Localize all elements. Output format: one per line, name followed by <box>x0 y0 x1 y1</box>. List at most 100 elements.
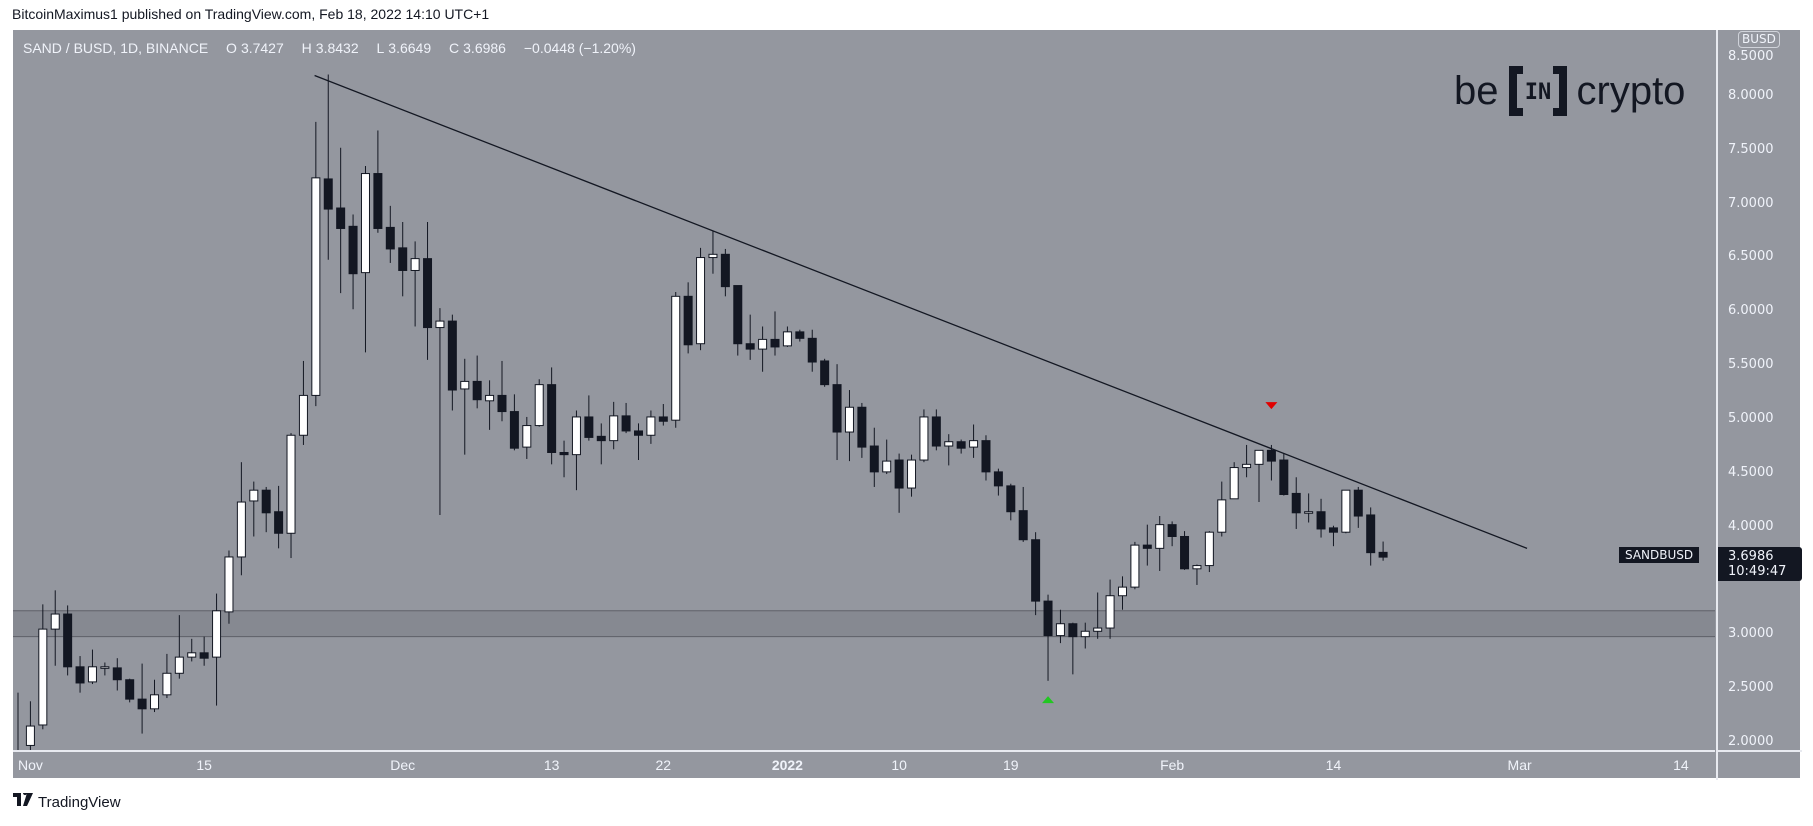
candle-up <box>1254 449 1264 465</box>
candle-down <box>857 406 867 448</box>
price-tick-label: 6.5000 <box>1728 249 1774 265</box>
price-tick-label: 6.0000 <box>1728 303 1774 319</box>
candle-down <box>261 489 271 514</box>
candle-down <box>509 411 519 449</box>
candle-down <box>621 415 631 432</box>
candle-up <box>609 415 619 442</box>
candle-down <box>770 338 780 348</box>
candle-up <box>249 489 259 502</box>
candle-down <box>1328 527 1338 533</box>
symbol-title: SAND / BUSD, 1D, BINANCE <box>23 40 209 56</box>
high-value: 3.8432 <box>315 40 359 56</box>
candle-down <box>323 178 333 210</box>
candle-down <box>423 258 433 329</box>
candle-down <box>472 380 482 401</box>
candle-down <box>1366 514 1376 554</box>
candle-down <box>931 416 941 447</box>
candle-up <box>1130 544 1140 588</box>
time-tick-label: 22 <box>655 757 672 773</box>
candle-down <box>1167 524 1177 537</box>
chart-plot-area[interactable]: SAND / BUSD, 1D, BINANCE O 3.7427 H 3.8432… <box>13 30 1715 750</box>
candle-up <box>1155 524 1165 549</box>
candle-down <box>993 471 1003 487</box>
candle-down <box>720 253 730 288</box>
symbol-price-tag: SANDBUSD <box>1619 547 1700 564</box>
published-caption: BitcoinMaximus1 published on TradingView… <box>12 6 490 22</box>
tradingview-brand: TradingView <box>38 793 121 811</box>
candle-down <box>820 360 830 386</box>
time-tick-label: 2022 <box>771 757 803 773</box>
candle-down <box>1068 623 1078 638</box>
candle-down <box>634 430 643 436</box>
support-zone <box>13 610 1715 637</box>
candle-down <box>869 445 879 473</box>
candle-down <box>1043 600 1053 637</box>
price-tick-label: 7.0000 <box>1728 195 1774 211</box>
time-tick-label: 14 <box>1673 757 1689 773</box>
candle-up <box>286 434 296 534</box>
candle-down <box>1378 551 1388 558</box>
candle-up <box>882 460 892 473</box>
symbol-legend: SAND / BUSD, 1D, BINANCE O 3.7427 H 3.8432… <box>23 40 640 56</box>
candle-up <box>1204 531 1214 567</box>
red-arrow-down-marker-icon <box>1265 402 1278 410</box>
candle-down <box>1006 485 1016 513</box>
candle-down <box>807 337 817 363</box>
candle-up <box>571 416 581 456</box>
time-tick-label: Nov <box>17 757 43 773</box>
candle-down <box>547 384 557 453</box>
candle-up <box>1105 595 1115 629</box>
candle-up <box>236 501 246 558</box>
candle-down <box>745 343 755 350</box>
axis-corner <box>1716 750 1802 780</box>
candle-up <box>1242 463 1252 469</box>
candle-up <box>1304 511 1314 514</box>
price-tick-label: 7.5000 <box>1728 141 1774 157</box>
time-tick-label: 10 <box>891 757 907 773</box>
candle-up <box>38 628 48 726</box>
candle-up <box>25 725 35 746</box>
candle-down <box>795 331 805 339</box>
low-value: 3.6649 <box>388 40 432 56</box>
candle-down <box>1031 539 1041 602</box>
open-value: 3.7427 <box>240 40 284 56</box>
beincrypto-logo: be IN crypto <box>1454 64 1685 118</box>
candle-down <box>274 511 284 534</box>
candle-down <box>894 459 904 489</box>
price-tick-label: 2.5000 <box>1728 680 1774 696</box>
candle-up <box>1192 565 1202 570</box>
price-tick-label: 2.0000 <box>1728 734 1774 750</box>
candlestick-chart <box>13 74 1715 750</box>
candle-up <box>919 416 929 461</box>
candle-down <box>1266 449 1276 462</box>
low-label: L <box>376 40 385 56</box>
candle-down <box>447 320 457 391</box>
price-axis[interactable]: BUSD 8.5000 8.0000 7.5000 7.0000 6.5000 6.000… <box>1716 30 1802 750</box>
currency-badge[interactable]: BUSD <box>1738 31 1780 48</box>
candle-up <box>1229 467 1239 500</box>
candle-down <box>596 435 606 442</box>
candle-up <box>758 338 768 350</box>
high-label: H <box>301 40 312 56</box>
candle-up <box>212 610 222 658</box>
candle-down <box>336 207 346 229</box>
candle-up <box>162 672 172 696</box>
candle-up <box>522 425 532 448</box>
candle-down <box>956 441 966 449</box>
bar-countdown: 10:49:47 <box>1728 564 1787 580</box>
candle-down <box>137 698 147 710</box>
time-tick-label: 14 <box>1325 757 1342 773</box>
time-tick-label: 13 <box>543 757 560 773</box>
candle-down <box>981 440 991 473</box>
close-label: C <box>449 40 460 56</box>
logo-text-crypto: crypto <box>1576 68 1686 113</box>
logo-bracket-in: IN <box>1507 66 1569 116</box>
last-price-value: 3.6986 <box>1728 549 1774 565</box>
candle-down <box>1316 511 1326 530</box>
price-tick-label: 4.5000 <box>1728 464 1774 480</box>
time-tick-label: Feb <box>1160 757 1185 773</box>
time-axis[interactable]: Nov 15 Dec 13 22 2022 10 19 Feb 14 Mar 14 <box>13 750 1715 780</box>
candle-up <box>187 652 197 658</box>
candle-down <box>733 285 743 345</box>
candle-up <box>174 656 184 674</box>
